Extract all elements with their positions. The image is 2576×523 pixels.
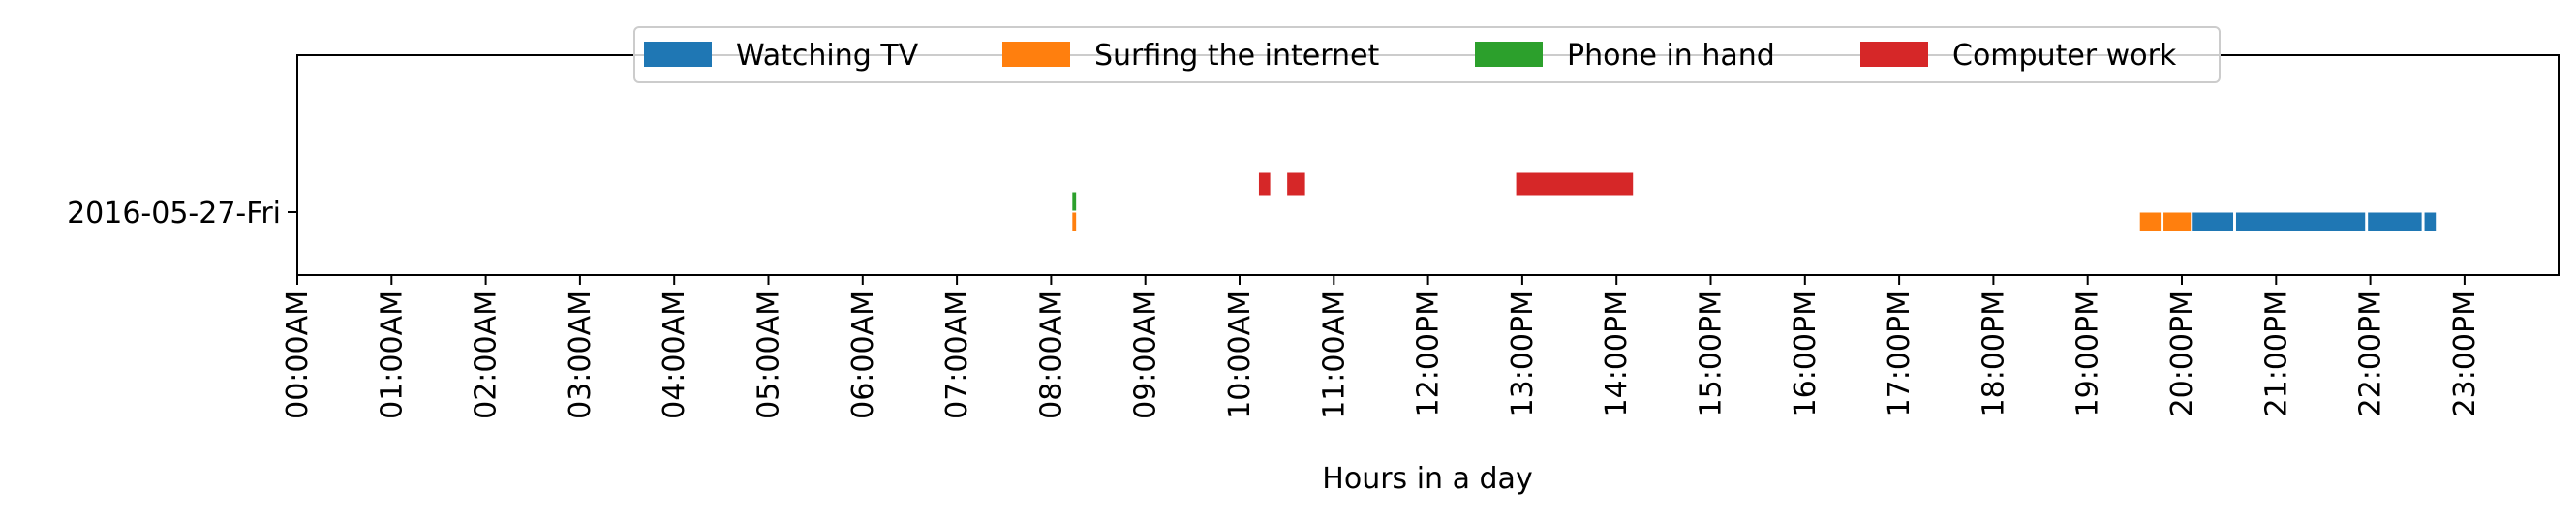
y-tick-label: 2016-05-27-Fri (67, 197, 281, 231)
x-tick-label: 09:00AM (1129, 291, 1163, 419)
x-axis-label: Hours in a day (1322, 462, 1532, 496)
x-tick-label: 19:00PM (2071, 291, 2105, 416)
bar-surfing-the-internet (2138, 211, 2162, 232)
legend-swatch (1860, 42, 1928, 67)
x-tick-label: 20:00PM (2165, 291, 2199, 416)
bar-computer-work (1515, 171, 1635, 197)
bar-watching-tv (2234, 211, 2367, 232)
x-tick-label: 01:00AM (375, 291, 409, 419)
x-tick-label: 06:00AM (846, 291, 880, 419)
x-tick-label: 00:00AM (281, 291, 315, 419)
x-tick-label: 16:00PM (1789, 291, 1823, 416)
x-tick-label: 22:00PM (2354, 291, 2388, 416)
legend-label: Computer work (1952, 39, 2177, 73)
bar-computer-work (1286, 171, 1306, 197)
x-tick-label: 07:00AM (940, 291, 974, 419)
x-tick-label: 23:00PM (2448, 291, 2482, 416)
x-tick-label: 14:00PM (1600, 291, 1634, 416)
x-tick-label: 15:00PM (1695, 291, 1729, 416)
legend-label: Surfing the internet (1094, 39, 1379, 73)
x-tick-label: 12:00PM (1412, 291, 1446, 416)
bar-phone-in-hand (1071, 191, 1078, 212)
x-axis: 00:00AM 01:00AM 02:00AM 03:00AM 04:00AM 05:00… (281, 275, 2482, 419)
x-tick-label: 03:00AM (564, 291, 598, 419)
bars-layer (1071, 171, 2438, 232)
bar-surfing-the-internet (2162, 211, 2193, 232)
bar-watching-tv (2188, 211, 2235, 232)
bar-watching-tv (2367, 211, 2423, 232)
legend-swatch (1475, 42, 1543, 67)
legend-swatch (1002, 42, 1070, 67)
legend-frame (633, 26, 2221, 83)
bar-computer-work (1257, 171, 1272, 197)
plot-frame (296, 54, 2560, 276)
legend-label: Phone in hand (1567, 39, 1775, 73)
x-tick-label: 04:00AM (658, 291, 691, 419)
x-tick-label: 10:00AM (1223, 291, 1257, 419)
legend-label: Watching TV (736, 39, 919, 73)
x-tick-label: 02:00AM (470, 291, 504, 419)
x-tick-label: 21:00PM (2259, 291, 2293, 416)
bar-watching-tv (2423, 211, 2438, 232)
y-axis: 2016-05-27-Fri (67, 197, 297, 231)
x-tick-label: 17:00PM (1883, 291, 1917, 416)
legend: Watching TV Surfing the internet Phone in … (633, 26, 2221, 83)
legend-swatch (644, 42, 712, 67)
x-tick-label: 05:00AM (752, 291, 786, 419)
x-tick-label: 13:00PM (1506, 291, 1540, 416)
x-tick-label: 08:00AM (1034, 291, 1068, 419)
bar-surfing-the-internet (1071, 211, 1078, 232)
x-tick-label: 18:00PM (1977, 291, 2010, 416)
x-tick-label: 11:00AM (1317, 291, 1351, 419)
